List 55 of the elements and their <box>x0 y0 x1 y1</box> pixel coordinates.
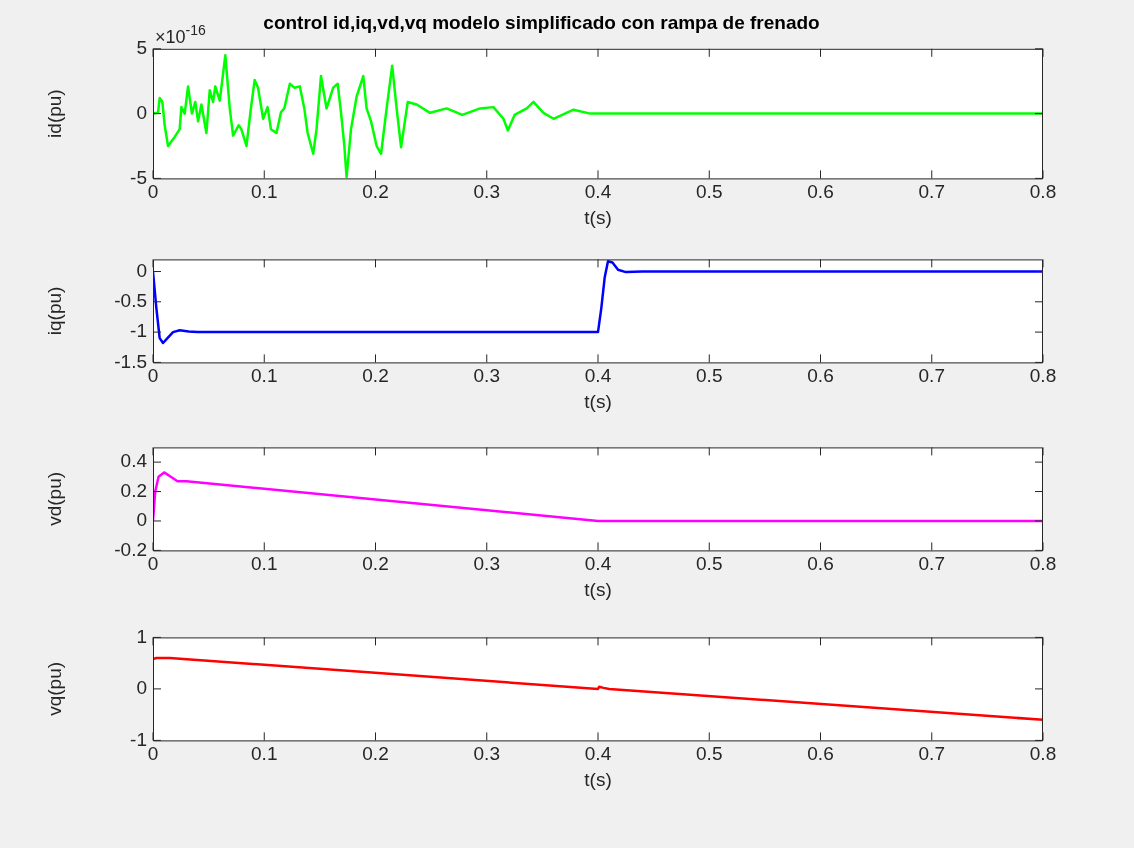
x-tick-label: 0.5 <box>696 365 723 387</box>
y-tick-label: 0 <box>136 101 147 123</box>
y-tick-label: 0.4 <box>120 450 148 472</box>
y-tick-label: -1 <box>130 320 147 342</box>
x-axis-title: t(s) <box>584 390 612 412</box>
x-tick-label: 0.5 <box>696 181 723 203</box>
x-tick-label: 0.4 <box>584 181 612 203</box>
y-tick-label: 0.2 <box>120 479 147 501</box>
y-axis-title: vq(pu) <box>43 661 65 716</box>
x-tick-label: 0.3 <box>473 553 500 575</box>
y-axis-title: id(pu) <box>43 89 65 138</box>
x-tick-label: 0.1 <box>251 553 278 575</box>
x-tick-label: 0.8 <box>1029 181 1057 203</box>
x-tick-label: 0.8 <box>1029 365 1057 387</box>
x-tick-label: 0.6 <box>807 743 834 765</box>
y-tick-label: 0 <box>136 509 147 531</box>
x-tick-label: 0.7 <box>918 365 945 387</box>
y-tick-label: 0 <box>136 677 147 699</box>
x-tick-label: 0.7 <box>918 553 945 575</box>
x-tick-label: 0.2 <box>362 553 389 575</box>
chart-title: control id,iq,vd,vq modelo simplificado con rampa de frenado <box>263 11 820 33</box>
x-tick-label: 0.4 <box>584 365 612 387</box>
y-tick-label: -0.5 <box>114 290 147 312</box>
x-tick-label: 0.8 <box>1029 553 1057 575</box>
x-tick-label: 0.3 <box>473 181 500 203</box>
x-tick-label: 0.7 <box>918 181 945 203</box>
y-tick-label: -1.5 <box>114 350 147 372</box>
y-tick-label: 1 <box>136 625 147 647</box>
x-tick-label: 0.6 <box>807 553 834 575</box>
y-tick-label: 0 <box>136 259 147 281</box>
x-tick-label: 0.8 <box>1029 743 1057 765</box>
x-tick-label: 0.1 <box>251 181 278 203</box>
x-tick-label: 0.4 <box>584 743 612 765</box>
y-tick-label: -0.2 <box>114 538 147 560</box>
y-tick-label: -5 <box>130 166 147 188</box>
x-tick-label: 0.3 <box>473 365 500 387</box>
x-tick-label: 0.4 <box>584 553 612 575</box>
x-axis-title: t(s) <box>584 578 612 600</box>
x-tick-label: 0.1 <box>251 743 278 765</box>
x-tick-label: 0.7 <box>918 743 945 765</box>
x-tick-label: 0.2 <box>362 365 389 387</box>
x-tick-label: 0.5 <box>696 743 723 765</box>
x-tick-label: 0.2 <box>362 181 389 203</box>
y-axis-title: iq(pu) <box>43 286 65 336</box>
x-tick-label: 0.1 <box>251 365 278 387</box>
x-axis-title: t(s) <box>584 768 612 790</box>
y-axis-title: vd(pu) <box>43 471 65 526</box>
x-tick-label: 0.2 <box>362 743 389 765</box>
x-tick-label: 0.6 <box>807 181 834 203</box>
y-tick-label: 5 <box>136 37 147 59</box>
x-tick-label: 0.3 <box>473 743 500 765</box>
x-tick-label: 0.5 <box>696 553 723 575</box>
x-tick-label: 0.6 <box>807 365 834 387</box>
y-tick-label: -1 <box>130 728 147 750</box>
x-axis-title: t(s) <box>584 206 612 228</box>
